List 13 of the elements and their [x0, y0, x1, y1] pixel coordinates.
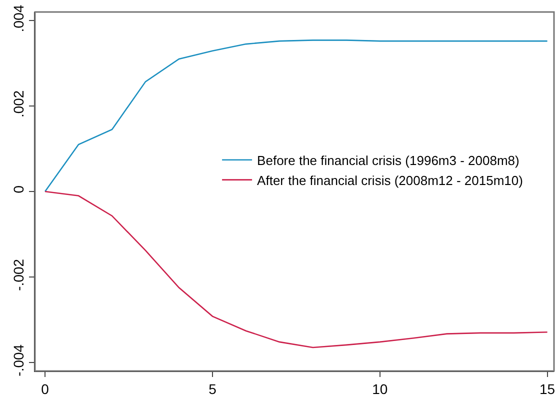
y-tick-label: 0	[10, 185, 26, 194]
x-tick-label: 5	[208, 380, 217, 397]
legend-label: After the financial crisis (2008m12 - 2015m10)	[257, 172, 523, 188]
y-tick-label: -.004	[10, 344, 26, 376]
legend-label: Before the financial crisis (1996m3 - 2008m8)	[257, 152, 520, 168]
line-series	[44, 40, 548, 192]
y-tick-label: .004	[10, 4, 26, 32]
x-tick-label: 0	[41, 380, 50, 397]
y-tick-label: .002	[10, 90, 26, 118]
x-tick-label: 10	[372, 380, 388, 397]
x-tick-label: 15	[540, 380, 556, 397]
line-series	[44, 190, 548, 348]
y-tick-label: -.002	[10, 258, 26, 291]
